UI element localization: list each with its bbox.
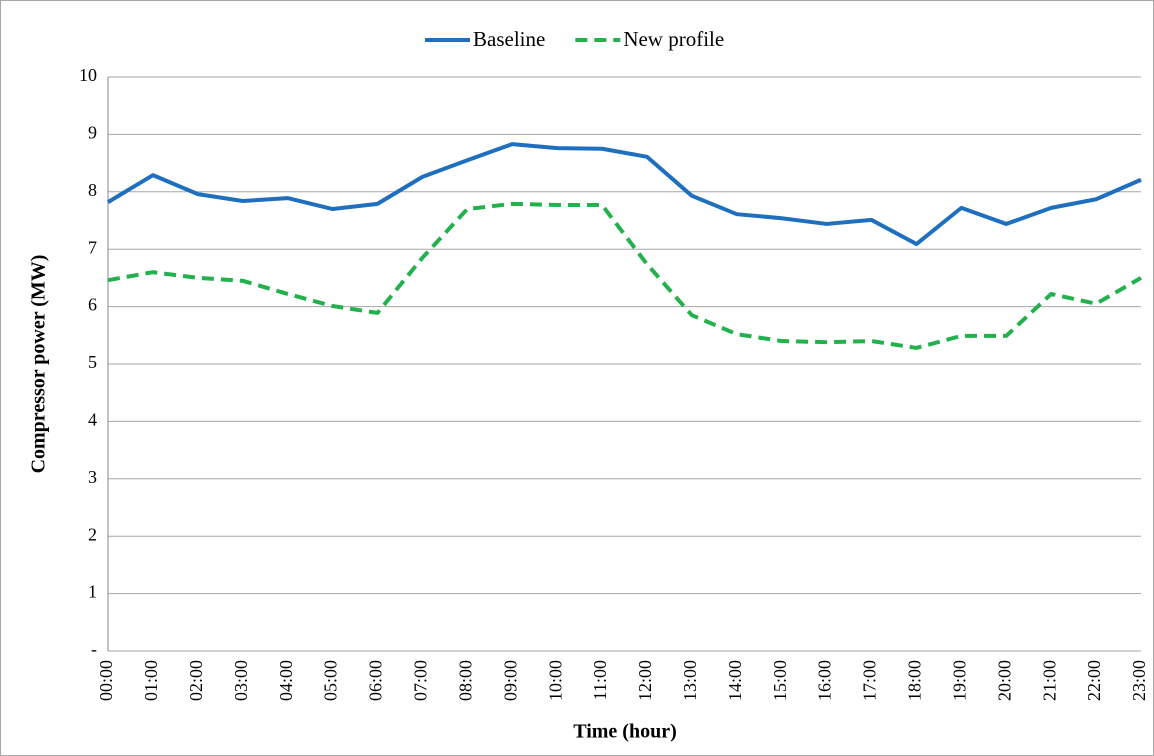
x-tick-label: 14:00 <box>725 660 745 701</box>
x-tick-label: 03:00 <box>231 660 251 701</box>
x-tick-label: 15:00 <box>770 660 790 701</box>
y-tick-label: 8 <box>88 180 97 200</box>
legend-label: Baseline <box>473 27 545 51</box>
y-axis-title: Compressor power (MW) <box>28 255 50 474</box>
x-tick-label: 18:00 <box>905 660 925 701</box>
x-tick-label: 19:00 <box>949 660 969 701</box>
x-tick-label: 11:00 <box>590 660 610 700</box>
x-tick-label: 01:00 <box>141 660 161 701</box>
x-tick-label: 10:00 <box>545 660 565 701</box>
y-tick-label: 2 <box>88 524 97 544</box>
x-tick-label: 07:00 <box>411 660 431 701</box>
y-tick-label: 7 <box>88 237 97 257</box>
y-tick-label: - <box>91 639 97 659</box>
y-tick-label: 3 <box>88 467 97 487</box>
x-tick-label: 13:00 <box>680 660 700 701</box>
x-tick-label: 06:00 <box>366 660 386 701</box>
x-tick-label: 20:00 <box>994 660 1014 701</box>
x-tick-label: 23:00 <box>1129 660 1149 701</box>
x-tick-label: 09:00 <box>500 660 520 701</box>
x-tick-label: 21:00 <box>1039 660 1059 701</box>
x-tick-label: 16:00 <box>815 660 835 701</box>
x-tick-label: 22:00 <box>1084 660 1104 701</box>
x-tick-label: 02:00 <box>186 660 206 701</box>
y-tick-label: 6 <box>88 295 97 315</box>
y-tick-label: 4 <box>88 410 97 430</box>
y-tick-label: 1 <box>88 582 97 602</box>
series-line <box>106 142 1142 247</box>
x-tick-label: 00:00 <box>96 660 116 701</box>
y-tick-label: 9 <box>88 123 97 143</box>
legend-label: New profile <box>623 27 724 51</box>
y-tick-label: 5 <box>88 352 97 372</box>
y-tick-label: 10 <box>79 65 97 85</box>
x-tick-label: 17:00 <box>860 660 880 701</box>
x-axis-title: Time (hour) <box>573 721 677 743</box>
x-tick-label: 12:00 <box>635 660 655 701</box>
series-line <box>107 201 1142 350</box>
x-tick-label: 04:00 <box>276 660 296 701</box>
x-tick-label: 08:00 <box>455 660 475 701</box>
x-tick-label: 05:00 <box>321 660 341 701</box>
